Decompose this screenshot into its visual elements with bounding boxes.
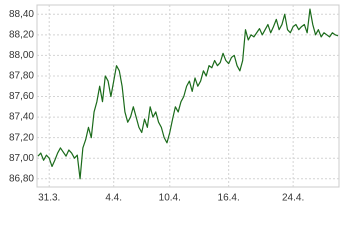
x-tick-label: 31.3. xyxy=(38,193,60,204)
y-tick-label: 87,60 xyxy=(9,91,34,102)
y-tick-label: 88,20 xyxy=(9,29,34,40)
price-line xyxy=(37,8,339,180)
y-tick-label: 86,80 xyxy=(9,173,34,184)
y-tick-label: 88,40 xyxy=(9,9,34,20)
plot-area xyxy=(36,4,340,188)
y-tick-label: 87,80 xyxy=(9,71,34,82)
page: {"chart_data": {"type": "line", "color":… xyxy=(8,4,340,204)
y-tick-label: 87,20 xyxy=(9,132,34,143)
x-tick-label: 10.4. xyxy=(159,193,181,204)
chart: 86,80 87,00 87,20 87,40 87,60 87,80 88,00 88,20… xyxy=(9,4,340,204)
x-tick-label: 24.4. xyxy=(282,193,304,204)
y-tick-label: 87,40 xyxy=(9,112,34,123)
x-tick-label: 4.4. xyxy=(105,193,122,204)
x-tick-label: 16.4. xyxy=(218,193,240,204)
y-tick-label: 88,00 xyxy=(9,50,34,61)
y-tick-label: 87,00 xyxy=(9,153,34,164)
